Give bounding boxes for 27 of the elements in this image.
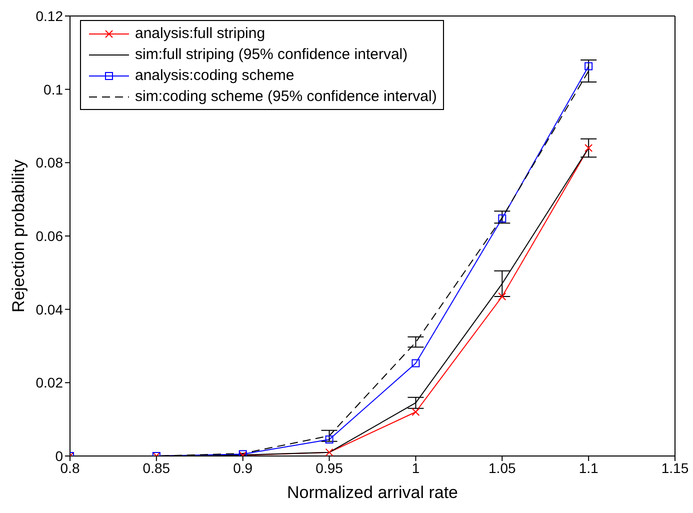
x-tick-label: 1.05 [488, 460, 516, 476]
x-tick-label: 0.9 [233, 460, 253, 476]
legend-label: sim:full striping (95% confidence interval) [135, 45, 408, 65]
legend-label: sim:coding scheme (95% confidence interval) [135, 87, 437, 107]
x-tick-label: 0.95 [316, 460, 344, 476]
y-tick-label: 0.04 [36, 301, 64, 318]
point [498, 214, 506, 222]
x-tick-label: 1 [412, 460, 420, 476]
point [325, 436, 334, 444]
legend-label: analysis:coding scheme [135, 66, 294, 86]
x-tick-label: 1.1 [578, 460, 599, 476]
y-tick-label: 0.06 [36, 228, 64, 244]
y-tick-label: 0.02 [36, 374, 64, 391]
y-tick-label: 0.08 [36, 154, 64, 171]
point [412, 408, 420, 416]
y-tick-label: 0.1 [44, 81, 64, 98]
x-tick-label: 1.15 [661, 460, 689, 476]
point [325, 448, 334, 456]
point [412, 359, 420, 368]
point [584, 144, 593, 152]
y-tick-label: 0.12 [36, 8, 64, 24]
point [498, 292, 506, 300]
point [584, 62, 593, 70]
x-tick-label: 0.85 [142, 460, 170, 476]
legend-label: analysis:full striping [135, 24, 266, 44]
y-axis-title: Rejection probability [9, 158, 28, 313]
x-axis-title: Normalized arrival rate [287, 483, 458, 502]
